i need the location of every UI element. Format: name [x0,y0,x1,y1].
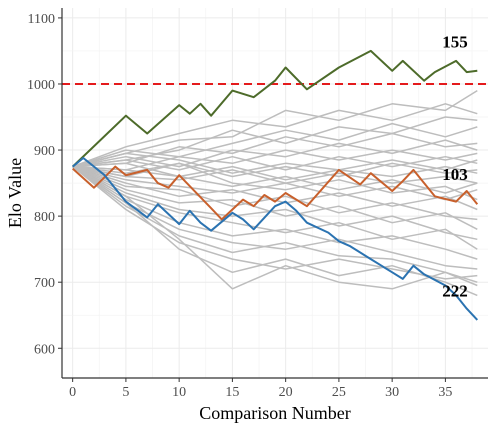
series-label-155: 155 [442,32,468,51]
background-series-line [72,149,478,171]
x-tick-label: 5 [122,385,129,400]
background-series-line [72,165,478,260]
background-series-line [72,103,478,168]
highlighted-series [72,49,479,321]
background-series-line [72,165,478,201]
y-axis-title: Elo Value [5,158,25,228]
background-series-line [72,152,478,174]
x-tick-label: 30 [385,385,399,400]
y-tick-label: 700 [34,276,55,291]
y-tick-label: 800 [34,210,55,225]
series-annotations: 155 103 222 [442,32,468,300]
background-series-line [72,116,478,168]
background-series-line [72,165,478,290]
y-tick-label: 600 [34,342,55,357]
background-series-line [72,165,478,241]
x-axis-title: Comparison Number [199,403,350,423]
x-tick-label: 0 [69,385,76,400]
background-series-line [72,165,478,230]
background-series-line [72,165,478,283]
axes: 0 5 10 15 20 25 30 35 600 700 800 900 1000 1100 [27,8,488,400]
x-tick-label: 25 [332,385,346,400]
series-line-155 [72,49,478,168]
background-series-line [72,165,478,250]
background-series-line [72,89,478,168]
background-series-line [72,122,478,168]
background-series-line [72,139,478,168]
y-tick-label: 1000 [27,78,55,93]
x-tick-label: 20 [279,385,293,400]
series-label-103: 103 [442,165,468,184]
y-tick-label: 1100 [28,12,55,27]
background-series-line [72,162,478,181]
series-line-222 [72,157,479,321]
series-line-103 [72,165,479,221]
x-tick-label: 10 [172,385,186,400]
background-series-line [72,165,478,221]
x-tick-label: 35 [438,385,452,400]
background-series-line [72,155,478,171]
background-series-line [72,165,478,270]
x-tick-label: 15 [225,385,239,400]
series-label-222: 222 [442,281,468,300]
background-series-line [72,132,478,168]
y-tick-label: 900 [34,144,55,159]
